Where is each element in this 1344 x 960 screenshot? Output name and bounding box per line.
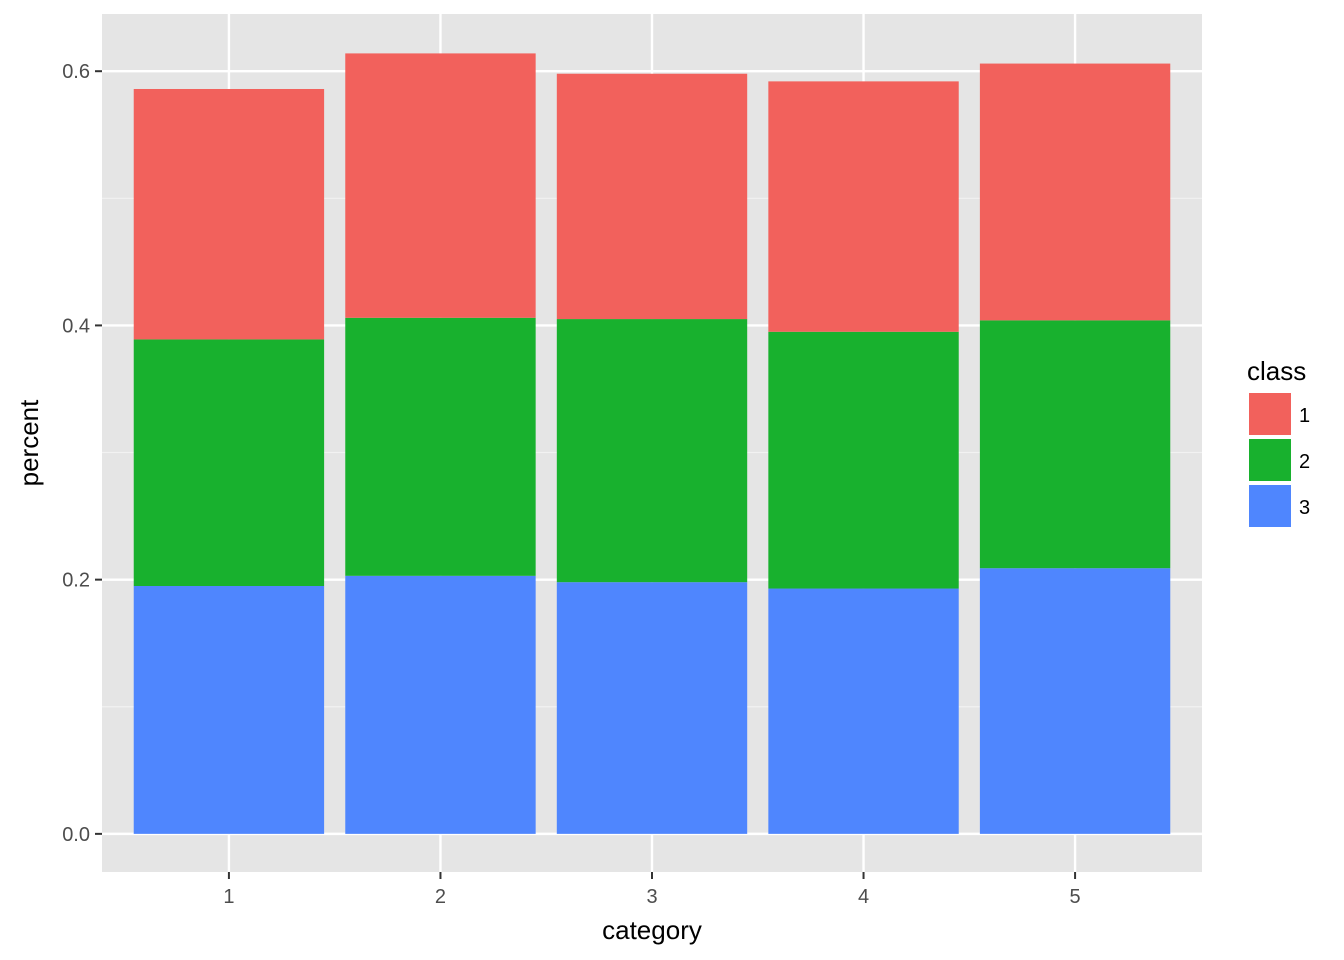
y-tick-label: 0.0: [62, 824, 90, 846]
bar-category-4-class-3: [768, 588, 959, 834]
bars: [133, 53, 1171, 834]
legend-swatch-1: [1249, 393, 1291, 435]
legend-label-3: 3: [1299, 497, 1310, 519]
x-axis: 1 2 3 4 5: [223, 872, 1081, 908]
x-tick-label: 4: [858, 886, 869, 908]
bar-category-3-class-2: [556, 319, 748, 583]
y-tick-label: 0.6: [62, 61, 90, 83]
x-tick-label: 2: [435, 886, 446, 908]
bar-category-5-class-3: [979, 568, 1171, 834]
bar-category-5-class-1: [979, 63, 1171, 321]
x-axis-title: category: [602, 915, 702, 945]
legend-title: class: [1247, 356, 1306, 386]
legend-label-1: 1: [1299, 405, 1310, 427]
legend: class 1 2 3: [1247, 356, 1310, 527]
y-axis-title: percent: [14, 399, 44, 486]
x-tick-label: 5: [1070, 886, 1081, 908]
bar-category-1-class-2: [133, 339, 325, 586]
bar-category-3-class-1: [556, 73, 748, 320]
bar-category-2-class-3: [345, 575, 536, 834]
y-tick-label: 0.2: [62, 570, 90, 592]
y-axis: 0.0 0.2 0.4 0.6: [62, 61, 102, 846]
legend-swatch-2: [1249, 439, 1291, 481]
x-tick-label: 3: [646, 886, 657, 908]
legend-label-2: 2: [1299, 451, 1310, 473]
bar-category-1-class-1: [133, 88, 325, 340]
x-tick-label: 1: [223, 886, 234, 908]
bar-category-2-class-1: [345, 53, 536, 318]
bar-category-3-class-3: [556, 582, 748, 834]
bar-category-5-class-2: [979, 320, 1171, 569]
bar-category-4-class-1: [768, 81, 959, 332]
y-tick-label: 0.4: [62, 315, 90, 337]
bar-category-1-class-3: [133, 586, 325, 834]
legend-swatch-3: [1249, 485, 1291, 527]
bar-category-4-class-2: [768, 331, 959, 589]
bar-category-2-class-2: [345, 317, 536, 576]
